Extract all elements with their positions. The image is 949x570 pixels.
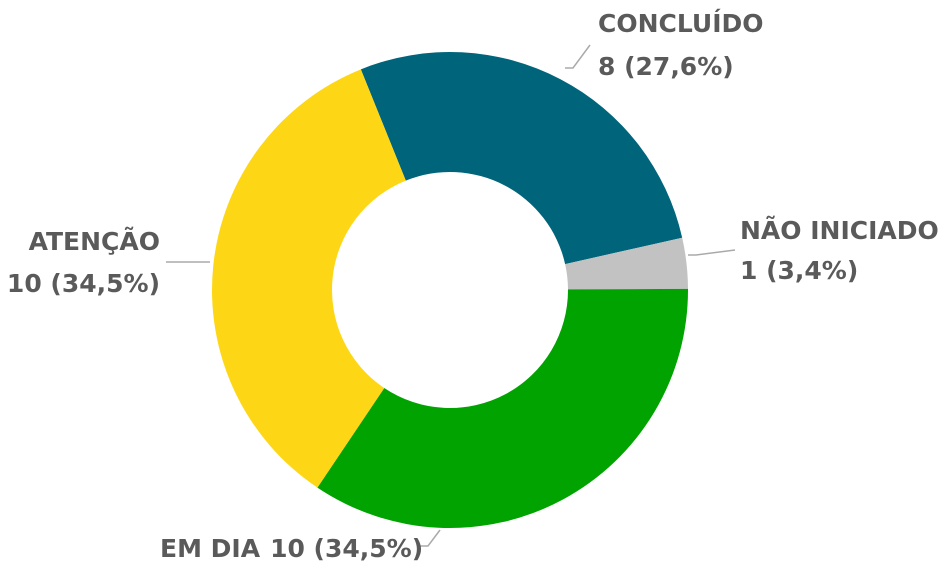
donut-slice xyxy=(565,237,688,290)
value-label: 8 (27,6%) xyxy=(598,52,734,81)
leader-line xyxy=(688,249,736,256)
donut-slice xyxy=(360,52,683,265)
donut-slice xyxy=(212,69,406,488)
value-label: 1 (3,4%) xyxy=(740,256,858,285)
donut-slice xyxy=(317,288,689,529)
value-label: 10 (34,5%) xyxy=(270,534,423,563)
category-label: CONCLUÍDO xyxy=(598,9,764,38)
leader-line xyxy=(420,529,441,547)
value-label: 10 (34,5%) xyxy=(7,269,160,298)
category-label: ATENÇÃO xyxy=(29,227,160,256)
data-label: EM DIA 10 (34,5%) xyxy=(160,534,423,563)
leader-line xyxy=(565,44,591,69)
category-label: NÃO INICIADO xyxy=(740,216,939,245)
category-label: EM DIA xyxy=(160,534,261,563)
